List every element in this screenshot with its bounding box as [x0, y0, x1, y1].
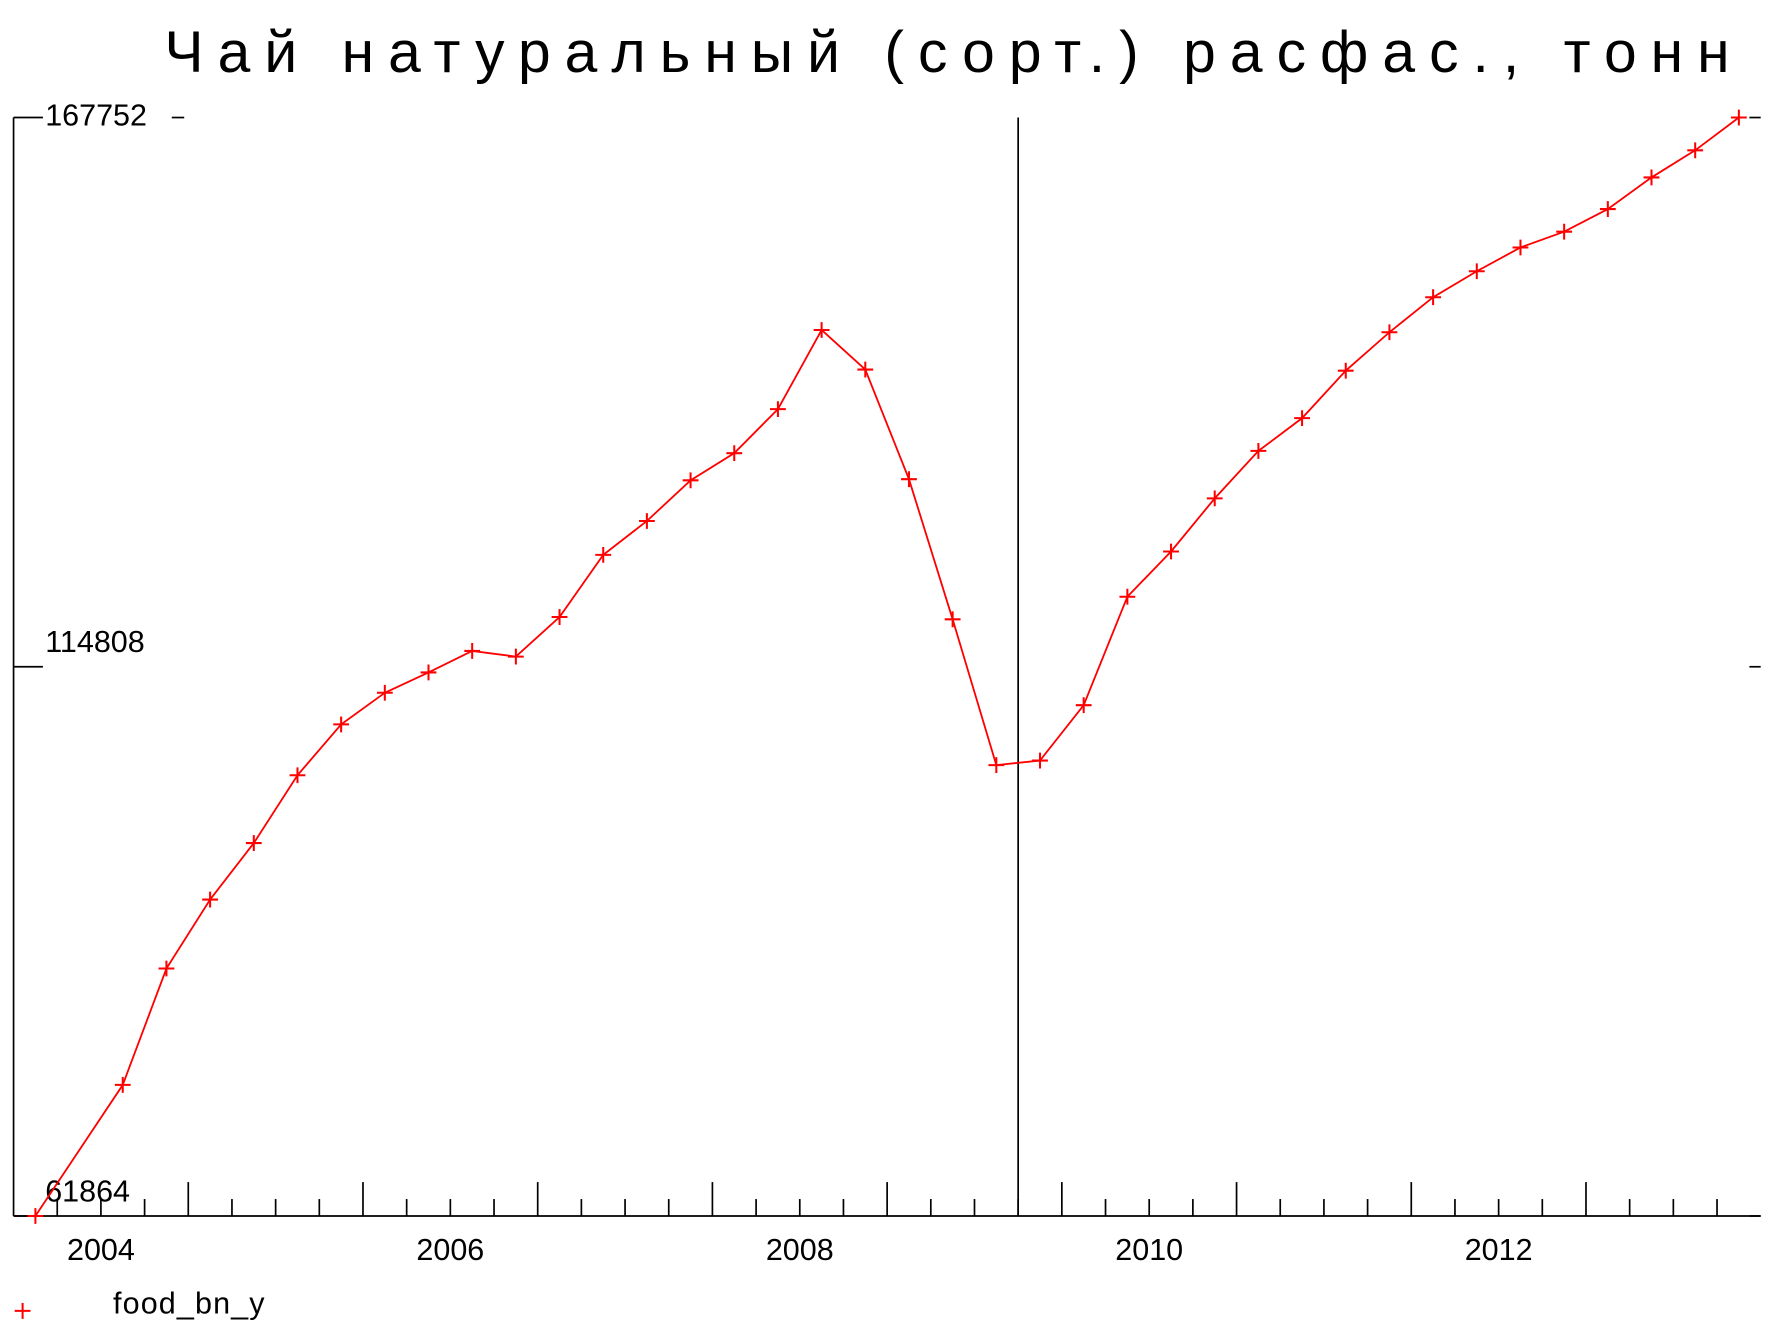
- data-point: [770, 401, 786, 418]
- data-point: [1294, 410, 1310, 427]
- data-point: [1381, 324, 1398, 341]
- data-point: [333, 716, 350, 733]
- y-tick-label: 167752: [45, 99, 147, 133]
- data-point: [114, 1077, 131, 1093]
- data-point: [27, 1208, 44, 1224]
- data-point: [944, 611, 961, 628]
- x-tick-label: 2006: [416, 1233, 484, 1267]
- data-point: [1337, 362, 1354, 379]
- data-point: [638, 513, 655, 529]
- data-point: [1206, 490, 1223, 507]
- data-point: [1556, 223, 1573, 240]
- data-point: [1119, 588, 1136, 605]
- data-point: [420, 664, 437, 681]
- data-point: [857, 361, 874, 378]
- x-tick-label: 2004: [67, 1233, 135, 1267]
- data-point: [1687, 142, 1704, 159]
- data-point: [376, 684, 393, 701]
- chart-title: Чай натуральный (сорт.) расфас., тонн: [164, 20, 1729, 85]
- data-point: [1512, 239, 1529, 256]
- data-point: [245, 835, 262, 851]
- data-point: [901, 471, 917, 488]
- data-point: [464, 643, 481, 659]
- data-point: [813, 322, 830, 338]
- data-point: [551, 609, 568, 625]
- data-point: [1163, 543, 1179, 560]
- data-point: [1730, 109, 1747, 126]
- x-tick-label: 2010: [1115, 1233, 1183, 1267]
- x-tick-label: 2008: [766, 1233, 834, 1267]
- data-point: [595, 546, 612, 563]
- data-point: [1032, 752, 1048, 769]
- data-point: [726, 445, 743, 462]
- data-point: [1643, 169, 1660, 186]
- y-tick-label: 114808: [45, 625, 145, 659]
- data-point: [507, 648, 524, 665]
- data-point: [1599, 201, 1616, 217]
- data-point: [1468, 263, 1485, 280]
- data-point: [1425, 289, 1442, 306]
- data-point: [682, 472, 699, 489]
- legend-label: food_bn_y: [113, 1286, 266, 1320]
- data-point: [988, 757, 1005, 774]
- data-point: [202, 891, 219, 908]
- data-point: [158, 960, 175, 977]
- data-point: [1250, 443, 1267, 459]
- x-tick-label: 2012: [1465, 1233, 1533, 1267]
- data-point: [289, 767, 306, 784]
- data-point: [1075, 697, 1092, 714]
- legend-marker: [14, 1303, 31, 1319]
- data-line: [34, 116, 1740, 1217]
